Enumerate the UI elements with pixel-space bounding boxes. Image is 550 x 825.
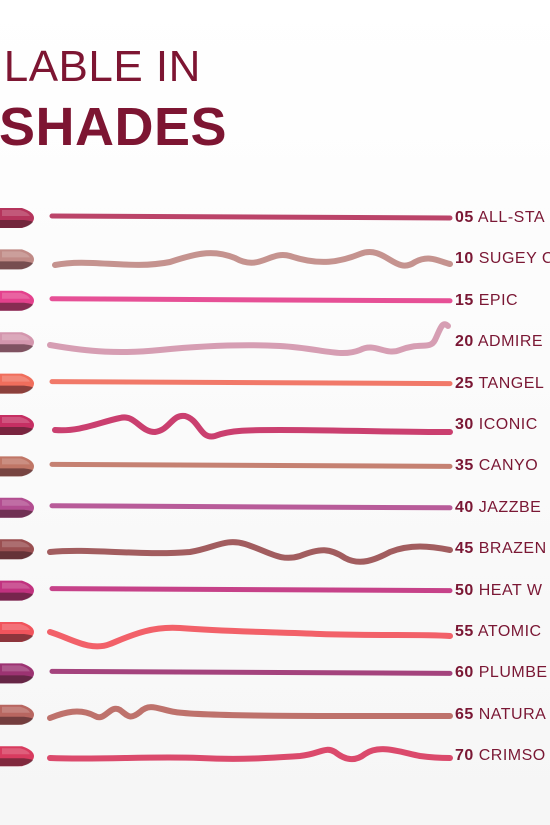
- swatch-stroke-50: [49, 586, 453, 594]
- swatch-stroke-20: [47, 321, 451, 357]
- swatch-stroke-05: [49, 213, 453, 221]
- lipstick-10: [0, 249, 34, 270]
- swatch-stroke-25: [49, 379, 453, 387]
- shade-number: 55: [455, 623, 474, 640]
- shade-name: NATURA: [473, 705, 547, 723]
- shade-label-05: 05 ALL-STA: [455, 209, 545, 227]
- swatch-stroke-70: [47, 746, 453, 762]
- shade-name: CRIMSO: [473, 747, 546, 765]
- shade-label-40: 40 JAZZBE: [455, 499, 541, 517]
- shade-label-10: 10 SUGEY C: [455, 250, 550, 268]
- header-line-1: ILABLE IN: [0, 42, 201, 91]
- shade-name: ADMIRE: [473, 333, 544, 351]
- shade-label-15: 15 EPIC: [455, 292, 518, 310]
- shade-name: EPIC: [473, 291, 519, 309]
- shade-name: ICONIC: [473, 416, 538, 433]
- shade-number: 70: [455, 747, 474, 765]
- swatch-stroke-65: [47, 704, 453, 721]
- lipstick-55: [0, 622, 34, 642]
- shade-label-50: 50 HEAT W: [455, 582, 542, 600]
- lipstick-50: [0, 580, 34, 601]
- swatch-stroke-55: [47, 624, 453, 650]
- lipstick-40: [0, 497, 34, 518]
- shade-name: BRAZEN: [473, 540, 547, 558]
- lipstick-20: [0, 332, 34, 353]
- shade-label-65: 65 NATURA: [455, 706, 546, 724]
- shade-number: 30: [455, 416, 474, 433]
- shade-number: 45: [455, 540, 474, 558]
- lipstick-05: [0, 208, 34, 228]
- shade-label-30: 30 ICONIC: [455, 416, 538, 434]
- shade-label-55: 55 ATOMIC: [455, 623, 542, 641]
- shade-name: TANGEL: [473, 374, 545, 392]
- lipstick-15: [0, 290, 34, 311]
- shade-label-60: 60 PLUMBE: [455, 664, 548, 682]
- shade-number: 60: [455, 664, 474, 682]
- lipstick-65: [0, 704, 34, 725]
- shade-number: 50: [455, 581, 474, 599]
- shade-number: 15: [455, 291, 474, 309]
- shade-number: 05: [455, 209, 474, 226]
- shade-number: 25: [455, 374, 474, 392]
- lipstick-25: [0, 373, 34, 394]
- swatch-stroke-35: [49, 461, 453, 469]
- shade-label-45: 45 BRAZEN: [455, 540, 547, 558]
- shade-label-25: 25 TANGEL: [455, 375, 544, 393]
- shade-name: SUGEY C: [473, 250, 550, 268]
- shade-name: CANYO: [473, 457, 539, 475]
- swatch-stroke-15: [49, 296, 453, 304]
- shade-number: 65: [455, 705, 474, 723]
- shade-label-20: 20 ADMIRE: [455, 333, 543, 351]
- shade-number: 20: [455, 333, 474, 351]
- swatch-stroke-30: [52, 412, 453, 440]
- shade-number: 35: [455, 457, 474, 475]
- lipstick-45: [0, 539, 34, 560]
- lipstick-35: [0, 456, 34, 477]
- swatch-stroke-60: [49, 668, 453, 676]
- lipstick-30: [0, 415, 34, 435]
- swatch-stroke-45: [47, 539, 453, 565]
- shade-name: HEAT W: [473, 581, 543, 599]
- lipstick-70: [0, 746, 34, 767]
- swatch-stroke-40: [49, 503, 453, 511]
- header-line-2: SHADES: [0, 97, 228, 157]
- shade-label-35: 35 CANYO: [455, 457, 538, 475]
- lipstick-60: [0, 663, 34, 684]
- shade-number: 40: [455, 498, 474, 516]
- swatch-stroke-10: [52, 249, 453, 269]
- shade-label-70: 70 CRIMSO: [455, 747, 546, 765]
- shade-name: JAZZBE: [473, 498, 542, 516]
- shade-name: PLUMBE: [473, 664, 548, 682]
- shade-name: ATOMIC: [473, 623, 542, 640]
- shade-number: 10: [455, 250, 474, 268]
- shade-name: ALL-STA: [473, 209, 546, 226]
